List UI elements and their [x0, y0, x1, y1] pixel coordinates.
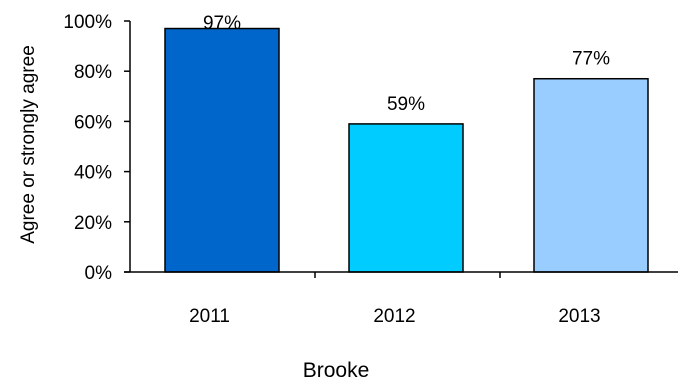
- y-tick-label: 100%: [63, 12, 112, 33]
- x-ticks: 2011 2012 2013: [189, 272, 601, 327]
- bar: [164, 27, 280, 273]
- data-label: 59%: [387, 94, 425, 115]
- data-label: 97%: [203, 13, 241, 34]
- bar: [533, 77, 649, 273]
- bars: [164, 27, 649, 273]
- bar: [348, 123, 464, 273]
- y-tick-label: 40%: [74, 163, 112, 184]
- y-axis-title: Agree or strongly agree: [18, 45, 39, 244]
- y-ticks: 0% 20% 40% 60% 80% 100%: [63, 12, 130, 284]
- y-tick-label: 80%: [74, 62, 112, 83]
- y-tick-label: 60%: [74, 112, 112, 133]
- x-tick-label: 2011: [189, 306, 230, 327]
- data-label: 77%: [572, 49, 610, 70]
- y-tick-label: 20%: [74, 213, 112, 234]
- x-tick-label: 2013: [558, 306, 600, 327]
- data-labels: 97% 59% 77%: [203, 13, 610, 115]
- y-tick-label: 0%: [85, 263, 113, 284]
- x-tick-label: 2012: [373, 306, 415, 327]
- x-axis-title: Brooke: [303, 359, 370, 381]
